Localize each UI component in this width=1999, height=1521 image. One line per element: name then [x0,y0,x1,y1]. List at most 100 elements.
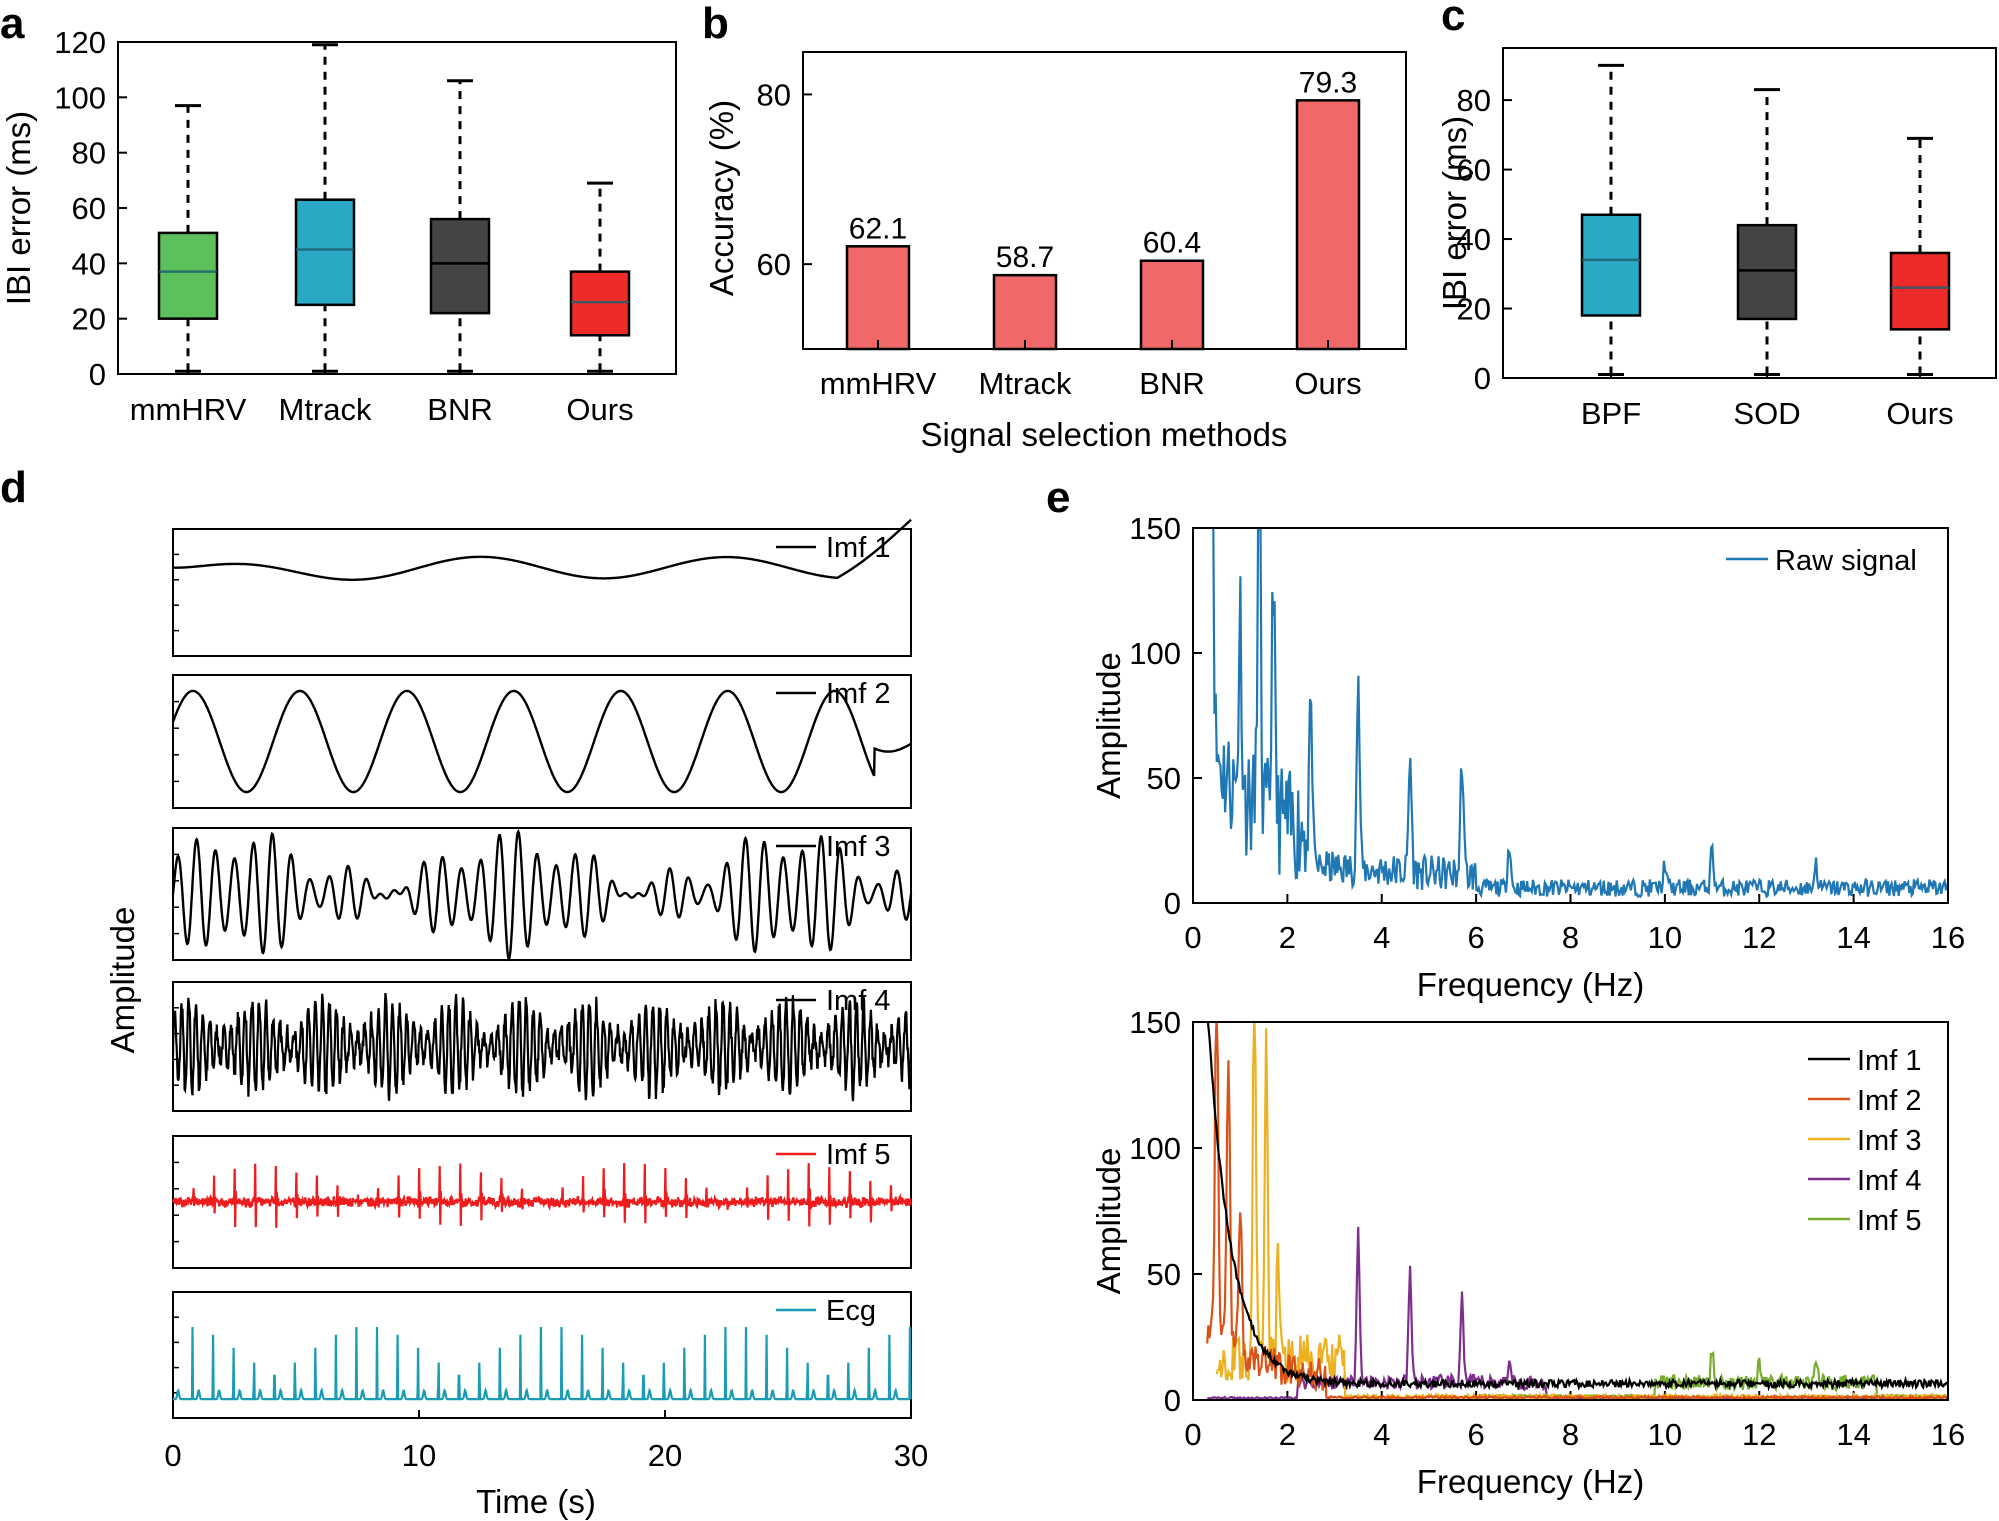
x-tick-label: 6 [1468,920,1485,955]
x-tick-label: 2 [1279,1417,1296,1452]
signal-trace [171,1162,913,1228]
x-tick-label: 10 [402,1438,436,1473]
bar-value-label: 79.3 [1299,66,1357,99]
signal-trace [173,518,912,581]
box-ours [1889,136,1951,377]
y-tick-label: 60 [1457,153,1491,188]
y-tick-label: 50 [1147,761,1181,796]
bar-bnr [1139,259,1205,351]
y-tick-label: 0 [1164,886,1181,921]
iqr-box [1736,223,1798,321]
box-mtrack [294,43,356,373]
iqr-box [569,270,631,337]
x-tick-label: Ours [1294,366,1361,401]
panel-letter-d: d [0,463,27,512]
y-tick-label: 50 [1147,1257,1181,1292]
legend-label: Imf 1 [826,532,890,564]
y-axis-label: IBI error (ms) [0,111,37,305]
y-axis-label: Accuracy (%) [703,100,740,296]
x-tick-label: 20 [648,1438,682,1473]
panel-letters: a b c d e [0,0,1465,522]
y-tick-label: 0 [1164,1383,1181,1418]
legend-label: Imf 5 [826,1139,890,1171]
subplot-frame [172,674,912,809]
x-tick-label: 2 [1279,920,1296,955]
iqr-box [294,198,356,307]
x-tick-label: BPF [1581,396,1641,431]
y-tick-label: 20 [1457,292,1491,327]
iqr-box [429,217,491,315]
y-axis-label: Amplitude [1090,1148,1127,1295]
x-tick-label: 10 [1648,1417,1682,1452]
signal-trace [171,689,912,794]
raw-signal-spectrum-line [1212,528,1948,899]
y-tick-label: 100 [1129,1131,1181,1166]
plot-frame [117,41,677,375]
subplot-ecg: Ecg [172,1291,913,1419]
plot-frame [1192,1021,1949,1401]
panel-c-box-plot: 0 20 40 60 80 BPF SOD Ours IBI error (ms) [1436,47,1997,431]
x-tick-label: Ours [1886,396,1953,431]
y-tick-label: 100 [1129,636,1181,671]
legend-label: Imf 2 [1857,1085,1921,1117]
bar-value-label: 62.1 [849,212,907,245]
legend-label: Raw signal [1775,545,1917,577]
signal-trace [171,992,913,1102]
signal-trace [171,828,913,962]
x-tick-label: 4 [1373,1417,1390,1452]
y-tick-label: 40 [72,246,106,281]
bar-value-label: 58.7 [996,241,1054,274]
x-tick-label: 4 [1373,920,1390,955]
legend-label: Imf 5 [1857,1205,1921,1237]
x-tick-label: 0 [164,1438,181,1473]
y-tick-label: 150 [1129,1005,1181,1040]
x-tick-label: 14 [1836,1417,1870,1452]
subplot-imf-2: Imf 2 [171,674,912,809]
iqr-box [1580,213,1642,317]
imf-spectrum-line-4 [1207,1226,1948,1400]
x-tick-label: BNR [427,392,492,427]
subplot-imf-4: Imf 4 [171,981,913,1112]
x-tick-label: Mtrack [979,366,1073,401]
legend-label: Ecg [826,1295,876,1327]
y-tick-label: 120 [54,25,106,60]
x-axis-label: Frequency (Hz) [1417,1463,1644,1500]
y-tick-label: 80 [72,136,106,171]
legend-label: Imf 4 [1857,1165,1921,1197]
y-tick-label: 40 [1457,222,1491,257]
x-axis-label: Signal selection methods [921,416,1288,453]
x-tick-label: 0 [1184,1417,1201,1452]
box-bnr [429,79,491,373]
x-tick-label: mmHRV [130,392,247,427]
x-tick-label: BNR [1139,366,1204,401]
legend-label: Imf 1 [1857,1045,1921,1077]
y-tick-label: 60 [72,191,106,226]
y-tick-label: 60 [757,247,791,282]
box-bpf [1580,63,1642,377]
bar-value-label: 60.4 [1143,227,1201,260]
x-tick-label: 0 [1184,920,1201,955]
x-tick-label: SOD [1733,396,1800,431]
plot-frame [802,51,1407,350]
y-tick-label: 20 [72,302,106,337]
legend-label: Imf 2 [826,678,890,710]
subplot-frame [172,528,912,657]
x-tick-label: Ours [566,392,633,427]
box-ours [569,181,631,373]
imf-spectrum-line-2 [1206,1022,1948,1400]
x-tick-label: 12 [1742,1417,1776,1452]
plot-frame [1192,527,1949,904]
x-tick-label: 30 [894,1438,928,1473]
legend-label: Imf 3 [1857,1125,1921,1157]
y-axis-label: Amplitude [1090,652,1127,799]
imf-spectrum-line-3 [1215,1022,1948,1400]
y-axis-label: IBI error (ms) [1436,116,1473,310]
panel-letter-b: b [702,0,729,48]
panel-e-imf-spectra: 0 50 100 150 0 2 4 6 8 10 12 14 16 Frequency (Hz) Ampl… [1090,1005,1965,1500]
panel-e-raw-spectrum: 0 50 100 150 0 2 4 6 8 10 12 14 16 Frequency (Hz) Ampl… [1090,511,1965,1003]
panel-letter-c: c [1441,0,1465,40]
x-tick-label: mmHRV [820,366,937,401]
signal-trace [173,1326,913,1401]
legend-label: Imf 3 [826,831,890,863]
